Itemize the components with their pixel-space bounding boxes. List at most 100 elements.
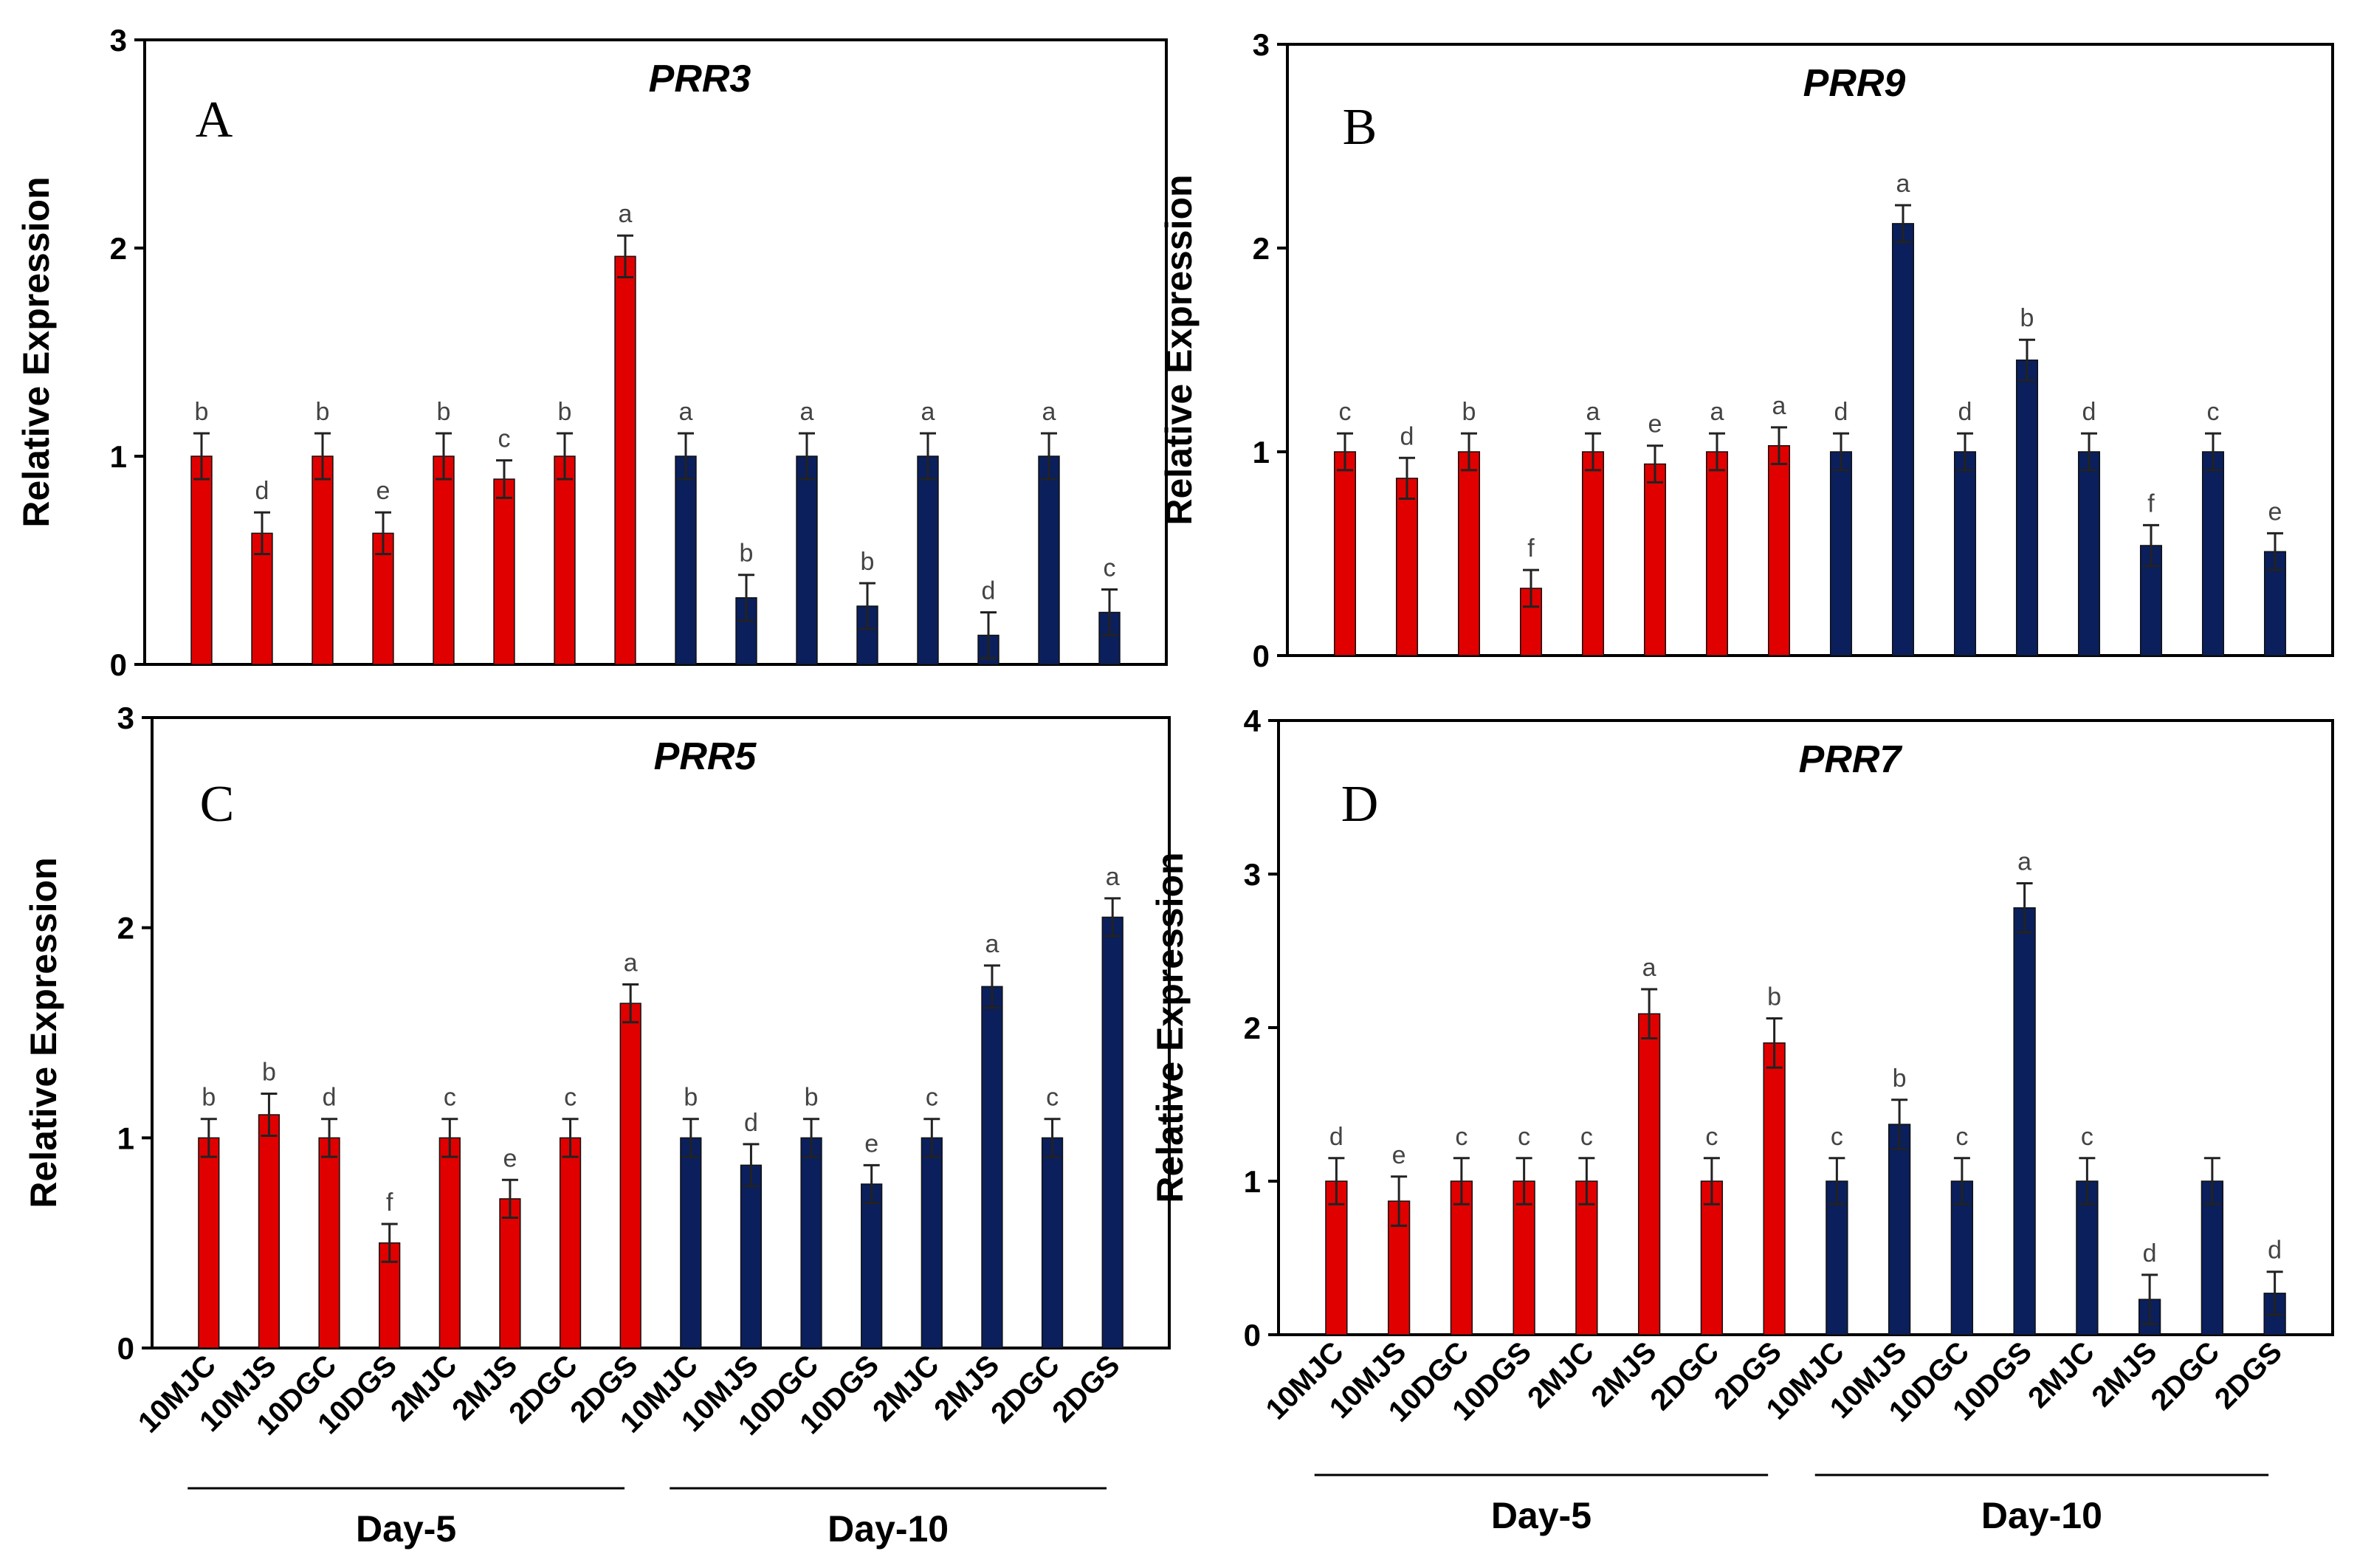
bar	[1953, 451, 1977, 656]
significance-label: c	[498, 425, 511, 453]
x-tick-label: 2DGC	[985, 1349, 1066, 1430]
panel-letter: C	[200, 776, 235, 833]
significance-label: c	[1339, 398, 1352, 426]
significance-label: d	[1834, 398, 1848, 426]
bar	[2077, 451, 2101, 656]
bar	[800, 1137, 822, 1349]
bar	[861, 1183, 883, 1349]
bar	[1950, 1180, 1974, 1335]
significance-label: b	[316, 398, 330, 426]
x-tick-label: 2MJC	[385, 1349, 464, 1428]
significance-label: d	[2082, 398, 2096, 426]
bar	[2015, 360, 2039, 656]
bar	[1637, 1013, 1661, 1335]
significance-label: b	[558, 398, 572, 426]
significance-label: d	[744, 1109, 758, 1137]
plot-frame	[1277, 719, 2334, 1336]
significance-label: a	[1586, 398, 1600, 426]
y-axis-label: Relative Expression	[23, 857, 64, 1208]
significance-label: c	[1104, 554, 1116, 582]
bar	[433, 455, 455, 665]
significance-label: a	[679, 398, 693, 426]
y-tick-label: 1	[110, 439, 127, 474]
panel-letter: B	[1343, 99, 1377, 156]
significance-label: b	[2020, 304, 2034, 332]
significance-label: c	[1518, 1123, 1530, 1151]
bar	[1767, 444, 1791, 656]
chart-panel-b: 0 1 2 3 Relative Expression PRR9 Bc d b f a e a a d a d b…	[1158, 27, 2334, 673]
bar	[499, 1198, 521, 1349]
y-tick-label: 4	[1244, 704, 1262, 738]
bar	[2201, 451, 2225, 656]
significance-label: a	[1710, 398, 1724, 426]
significance-label: c	[564, 1084, 577, 1112]
significance-label: c	[2081, 1123, 2093, 1151]
bar	[921, 1137, 943, 1349]
significance-label: d	[255, 477, 269, 505]
significance-label: f	[2147, 489, 2155, 517]
bar	[1333, 451, 1357, 656]
x-tick-label: 2DGC	[1645, 1335, 1726, 1417]
significance-label: b	[1767, 983, 1781, 1011]
significance-label: a	[624, 949, 638, 977]
y-tick-label: 0	[1244, 1318, 1261, 1352]
y-tick-label: 2	[117, 911, 134, 946]
bar	[680, 1137, 702, 1349]
group-label: Day-10	[827, 1508, 949, 1550]
bar	[559, 1137, 582, 1349]
bar	[1888, 1124, 1911, 1335]
significance-label: a	[800, 398, 814, 426]
y-tick-label: 3	[110, 23, 127, 58]
bar	[2013, 907, 2036, 1335]
y-tick-label: 0	[117, 1331, 134, 1366]
y-tick-label: 1	[117, 1121, 134, 1155]
significance-label: c	[2207, 398, 2220, 426]
chart-title: PRR5	[654, 735, 757, 778]
significance-label: d	[2143, 1239, 2157, 1268]
x-tick-label: 2DGS	[2209, 1335, 2288, 1415]
bar	[1763, 1042, 1786, 1335]
chart-panel-a: 0 1 2 3 Relative Expression PRR3 Ab d b e b c b a a b a b…	[16, 23, 1168, 682]
bar	[917, 455, 939, 665]
significance-label: a	[1106, 863, 1120, 891]
bar	[1829, 451, 1853, 656]
significance-label: f	[386, 1189, 393, 1217]
significance-label: b	[202, 1084, 216, 1112]
plot-frame	[1286, 43, 2334, 657]
bar	[1581, 451, 1605, 656]
x-tick-label: 2MJC	[2022, 1335, 2101, 1414]
bar	[1457, 451, 1481, 656]
bar	[675, 455, 697, 665]
chart-title: PRR7	[1799, 738, 1903, 781]
significance-label: c	[444, 1084, 456, 1112]
significance-label: b	[195, 398, 209, 426]
bar	[614, 255, 636, 665]
significance-label: b	[805, 1084, 819, 1112]
y-tick-label: 0	[110, 647, 127, 682]
significance-label: f	[1527, 534, 1535, 563]
x-tick-label: 2MJC	[867, 1349, 946, 1428]
group-label: Day-10	[1981, 1495, 2102, 1536]
chart-title: PRR9	[1803, 62, 1906, 105]
significance-label: e	[2268, 498, 2282, 526]
bar	[1643, 463, 1667, 656]
significance-label: a	[1042, 398, 1056, 426]
significance-label: e	[1392, 1141, 1406, 1169]
y-tick-label: 1	[1253, 435, 1270, 470]
significance-label: b	[740, 540, 754, 568]
bar	[1705, 451, 1729, 656]
significance-label: b	[684, 1084, 698, 1112]
significance-label: e	[503, 1144, 517, 1172]
significance-label: a	[619, 200, 633, 228]
significance-label: d	[1400, 422, 1414, 450]
panel-letter: A	[196, 92, 233, 148]
bar	[1101, 916, 1124, 1349]
x-tick-label: 2DGS	[1046, 1349, 1126, 1428]
panel-letter: D	[1341, 776, 1379, 833]
significance-label: b	[262, 1059, 276, 1087]
significance-label: c	[1831, 1123, 1843, 1151]
significance-label: a	[985, 930, 999, 958]
bar	[190, 455, 213, 665]
